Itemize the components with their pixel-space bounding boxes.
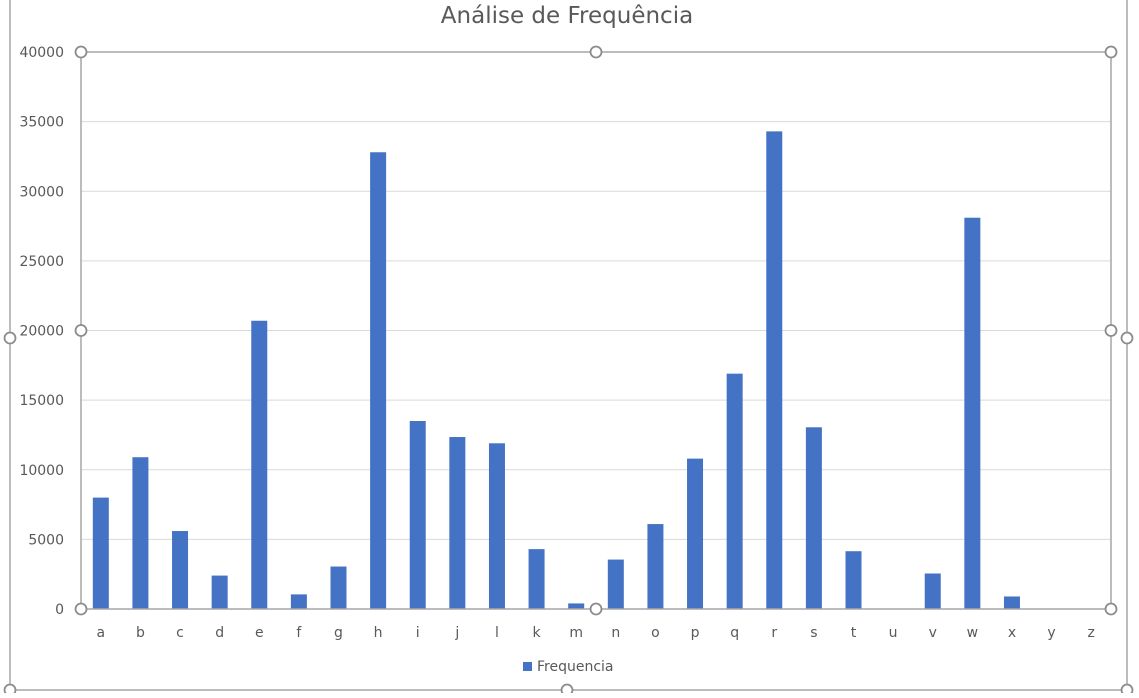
x-tick-label: o <box>651 625 660 641</box>
bar-q[interactable] <box>726 373 743 609</box>
plot-resize-handle[interactable] <box>74 602 88 616</box>
bar-x[interactable] <box>1003 596 1020 609</box>
plot-resize-handle[interactable] <box>74 45 88 59</box>
bar-w[interactable] <box>964 217 981 609</box>
plot-resize-handle[interactable] <box>1104 324 1118 337</box>
chart-resize-handle[interactable] <box>1120 331 1134 345</box>
x-tick-label: z <box>1088 625 1095 641</box>
bar-g[interactable] <box>330 566 347 609</box>
x-tick-label: m <box>569 625 583 641</box>
selection-handles <box>3 45 1134 697</box>
chart-resize-handle[interactable] <box>1120 683 1134 697</box>
x-tick-label: l <box>495 625 499 641</box>
x-tick-label: a <box>97 625 106 641</box>
x-tick-label: q <box>730 625 739 641</box>
x-tick-label: j <box>454 625 459 641</box>
y-tick-label: 30000 <box>19 184 64 200</box>
y-tick-label: 10000 <box>19 463 64 479</box>
y-tick-label: 40000 <box>19 45 64 61</box>
bar-s[interactable] <box>805 427 822 609</box>
x-tick-label: x <box>1008 625 1016 641</box>
plot-resize-handle[interactable] <box>74 324 88 337</box>
bar-k[interactable] <box>528 549 545 609</box>
y-tick-label: 20000 <box>19 324 64 340</box>
legend[interactable]: Frequencia <box>523 659 614 675</box>
chart-title[interactable]: Análise de Frequência <box>441 3 693 29</box>
x-tick-label: c <box>176 625 184 641</box>
bar-i[interactable] <box>409 421 426 609</box>
x-tick-label: d <box>215 625 224 641</box>
plot-resize-handle[interactable] <box>1104 45 1118 59</box>
x-tick-label: u <box>889 625 898 641</box>
x-tick-label: n <box>611 625 620 641</box>
y-tick-label: 35000 <box>19 115 64 131</box>
x-tick-label: e <box>255 625 264 641</box>
chart-resize-handle[interactable] <box>3 683 17 697</box>
bar-a[interactable] <box>92 497 109 609</box>
bar-n[interactable] <box>607 559 624 609</box>
y-tick-label: 25000 <box>19 254 64 270</box>
x-tick-label: v <box>929 625 937 641</box>
legend-swatch <box>523 662 532 671</box>
bar-c[interactable] <box>172 531 189 609</box>
legend-label: Frequencia <box>537 659 614 675</box>
x-tick-label: h <box>374 625 383 641</box>
chart-resize-handle[interactable] <box>3 331 17 345</box>
bar-m[interactable] <box>568 603 585 609</box>
x-tick-label: k <box>533 625 542 641</box>
bar-d[interactable] <box>211 575 228 609</box>
x-tick-label: b <box>136 625 145 641</box>
plot-resize-handle[interactable] <box>1104 602 1118 616</box>
x-tick-label: w <box>967 625 978 641</box>
x-tick-label: p <box>691 625 700 641</box>
bar-j[interactable] <box>449 437 466 609</box>
x-tick-label: s <box>810 625 817 641</box>
chart-resize-handle[interactable] <box>560 683 574 697</box>
bar-h[interactable] <box>370 152 387 609</box>
bar-t[interactable] <box>845 551 862 609</box>
bar-e[interactable] <box>251 320 268 609</box>
x-tick-label: y <box>1047 625 1055 641</box>
x-tick-label: t <box>851 625 857 641</box>
x-tick-label: f <box>296 625 302 641</box>
y-tick-label: 0 <box>55 602 64 618</box>
x-tick-label: r <box>771 625 777 641</box>
gridlines <box>81 51 1111 610</box>
bar-l[interactable] <box>488 443 505 609</box>
y-tick-label: 15000 <box>19 393 64 409</box>
bar-f[interactable] <box>290 594 307 609</box>
y-tick-label: 5000 <box>28 532 64 548</box>
x-tick-label: g <box>334 625 343 641</box>
plot-resize-handle[interactable] <box>589 45 603 59</box>
bar-p[interactable] <box>687 458 704 609</box>
bar-b[interactable] <box>132 457 149 609</box>
bars <box>92 131 1020 609</box>
plot-resize-handle[interactable] <box>589 602 603 616</box>
bar-v[interactable] <box>924 573 941 609</box>
bar-r[interactable] <box>766 131 783 609</box>
y-axis-ticks: 0 5000 10000 15000 20000 25000 30000 35000 40000 <box>19 45 64 618</box>
x-tick-label: i <box>416 625 420 641</box>
bar-o[interactable] <box>647 524 664 609</box>
